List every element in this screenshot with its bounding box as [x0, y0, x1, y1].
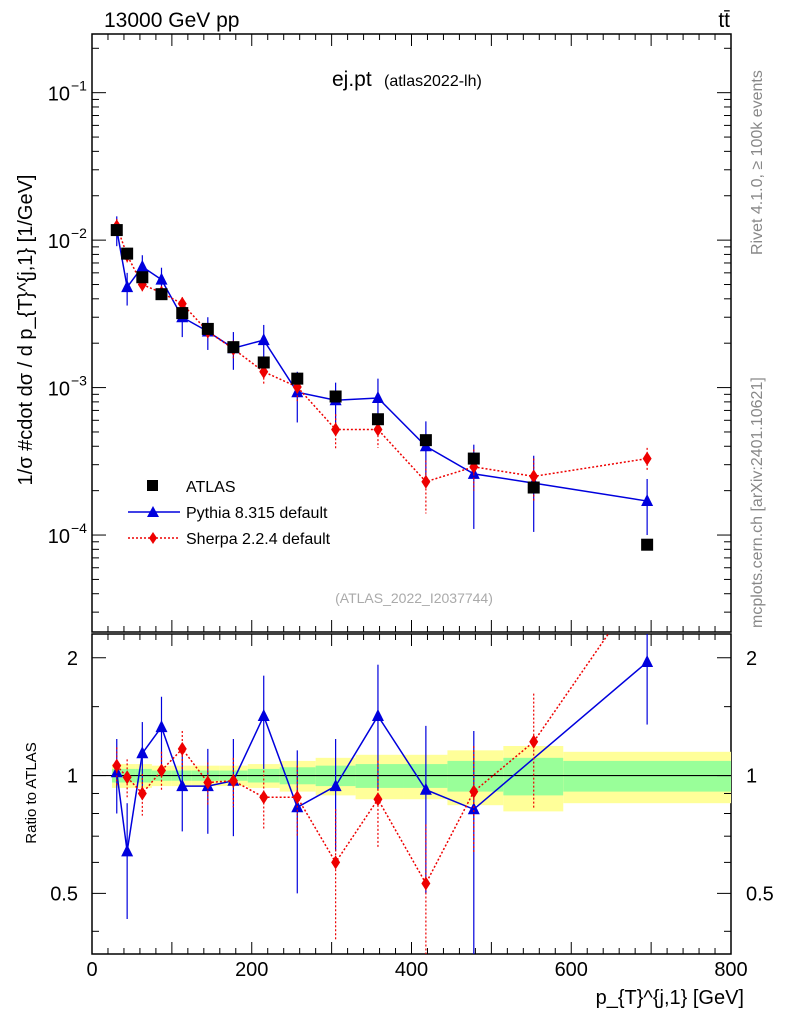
- ratio-point-pythia: [641, 655, 654, 668]
- ratio-y-tick-label-right: 1: [746, 766, 757, 788]
- x-tick-label: 0: [86, 959, 97, 981]
- ratio-band-inner: [563, 760, 731, 792]
- data-point-atlas: [155, 288, 168, 301]
- x-axis-label: p_{T}^{j,1} [GeV]: [596, 987, 744, 1009]
- ratio-point-sherpa: [203, 775, 213, 790]
- ratio-point-pythia: [136, 746, 149, 759]
- ratio-y-tick-label-right: 2: [746, 648, 757, 670]
- data-point-atlas: [329, 390, 342, 403]
- data-point-atlas: [227, 341, 240, 354]
- axis-ticks: [91, 34, 732, 954]
- data-point-atlas: [527, 481, 540, 494]
- y-tick-label-exponent: −2: [71, 225, 87, 241]
- ratio-point-pythia: [121, 844, 134, 857]
- data-point-atlas: [641, 538, 654, 551]
- ratio-point-sherpa: [228, 773, 238, 788]
- legend-sherpa-label: Sherpa 2.2.4 default: [186, 531, 331, 548]
- data-point-pythia: [155, 272, 168, 285]
- y-tick-label-exponent: −4: [71, 520, 87, 536]
- process-label: tt̄: [718, 9, 730, 32]
- data-point-sherpa: [373, 422, 383, 437]
- ratio-point-sherpa: [292, 790, 302, 805]
- ratio-band-inner: [447, 760, 504, 792]
- data-point-atlas: [419, 434, 432, 447]
- data-point-atlas: [201, 322, 214, 335]
- ratio-point-sherpa: [177, 741, 187, 756]
- ratio-point-sherpa: [331, 855, 341, 870]
- ratio-point-sherpa: [122, 770, 132, 785]
- data-point-atlas: [467, 452, 480, 465]
- ratio-point-sherpa: [643, 571, 652, 585]
- ratio-point-sherpa: [469, 784, 479, 799]
- data-point-atlas: [121, 247, 134, 260]
- data-point-atlas: [291, 372, 304, 385]
- legend-atlas-marker: [147, 480, 158, 491]
- data-point-sherpa: [331, 422, 341, 437]
- y-tick-label-base: 10: [48, 379, 70, 401]
- x-tick-label: 200: [235, 959, 268, 981]
- ratio-point-pythia: [257, 708, 270, 721]
- ratio-point-pythia: [419, 782, 432, 795]
- mcplots-label: mcplots.cern.ch [arXiv:2401.10621]: [749, 377, 766, 628]
- ratio-y-axis-label: Ratio to ATLAS: [23, 742, 40, 843]
- data-point-atlas: [136, 271, 149, 284]
- ratio-y-tick-label-right: 0.5: [746, 883, 774, 905]
- series-line-pythia: [116, 229, 648, 502]
- ratio-point-pythia: [155, 720, 168, 733]
- legend: ATLAS Pythia 8.315 default Sherpa 2.2.4 …: [128, 479, 331, 548]
- data-point-atlas: [110, 224, 123, 237]
- legend-pythia-label: Pythia 8.315 default: [186, 505, 328, 522]
- legend-atlas-label: ATLAS: [186, 479, 236, 496]
- x-tick-label: 600: [555, 959, 588, 981]
- data-point-sherpa: [421, 474, 431, 489]
- ratio-line-sherpa: [116, 634, 610, 886]
- legend-pythia-marker: [147, 506, 159, 517]
- y-tick-label-base: 10: [48, 231, 70, 253]
- y-tick-label-exponent: −3: [71, 373, 87, 389]
- ratio-y-tick-label-left: 0.5: [50, 883, 78, 905]
- energy-label: 13000 GeV pp: [104, 9, 239, 32]
- main-plot-series: [110, 216, 654, 551]
- data-point-pythia: [136, 259, 149, 272]
- ratio-point-sherpa: [421, 876, 431, 891]
- ratio-point-pythia: [329, 779, 342, 792]
- data-point-atlas: [257, 356, 270, 369]
- y-tick-label-base: 10: [48, 526, 70, 548]
- ratio-point-sherpa: [259, 790, 269, 805]
- ratio-y-tick-label-left: 2: [67, 648, 78, 670]
- chart-subtitle: (atlas2022-lh): [384, 73, 482, 90]
- ratio-plot-series: [110, 571, 654, 954]
- ratio-uncertainty-bands: [92, 746, 731, 812]
- series-line-sherpa: [116, 226, 648, 483]
- x-tick-label: 800: [714, 959, 747, 981]
- y-tick-label-exponent: −1: [71, 78, 87, 94]
- analysis-watermark: (ATLAS_2022_I2037744): [335, 590, 493, 606]
- ratio-point-sherpa: [137, 786, 147, 801]
- rivet-version-label: Rivet 4.1.0, ≥ 100k events: [749, 70, 766, 255]
- data-point-sherpa: [529, 469, 539, 484]
- ratio-point-sherpa: [112, 758, 122, 773]
- legend-sherpa-marker: [149, 532, 157, 544]
- ratio-line-pythia: [116, 661, 648, 852]
- ratio-point-sherpa: [156, 763, 166, 778]
- ratio-point-sherpa: [373, 792, 383, 807]
- data-point-pythia: [371, 390, 384, 403]
- ratio-y-tick-label-left: 1: [67, 766, 78, 788]
- chart-title: ej.pt: [332, 68, 372, 91]
- data-point-pythia: [641, 494, 654, 507]
- ratio-point-pythia: [176, 779, 189, 792]
- data-point-atlas: [371, 413, 384, 426]
- ratio-point-pythia: [371, 708, 384, 721]
- y-tick-label-base: 10: [48, 84, 70, 106]
- data-point-pythia: [121, 280, 134, 293]
- data-point-atlas: [176, 307, 189, 320]
- y-axis-label: 1/σ #cdot dσ / d p_{T}^{j,1} [1/GeV]: [15, 175, 37, 486]
- ratio-point-pythia: [467, 802, 480, 815]
- data-point-pythia: [257, 333, 270, 346]
- ratio-point-sherpa: [529, 734, 539, 749]
- data-point-sherpa: [642, 451, 652, 466]
- x-tick-label: 400: [395, 959, 428, 981]
